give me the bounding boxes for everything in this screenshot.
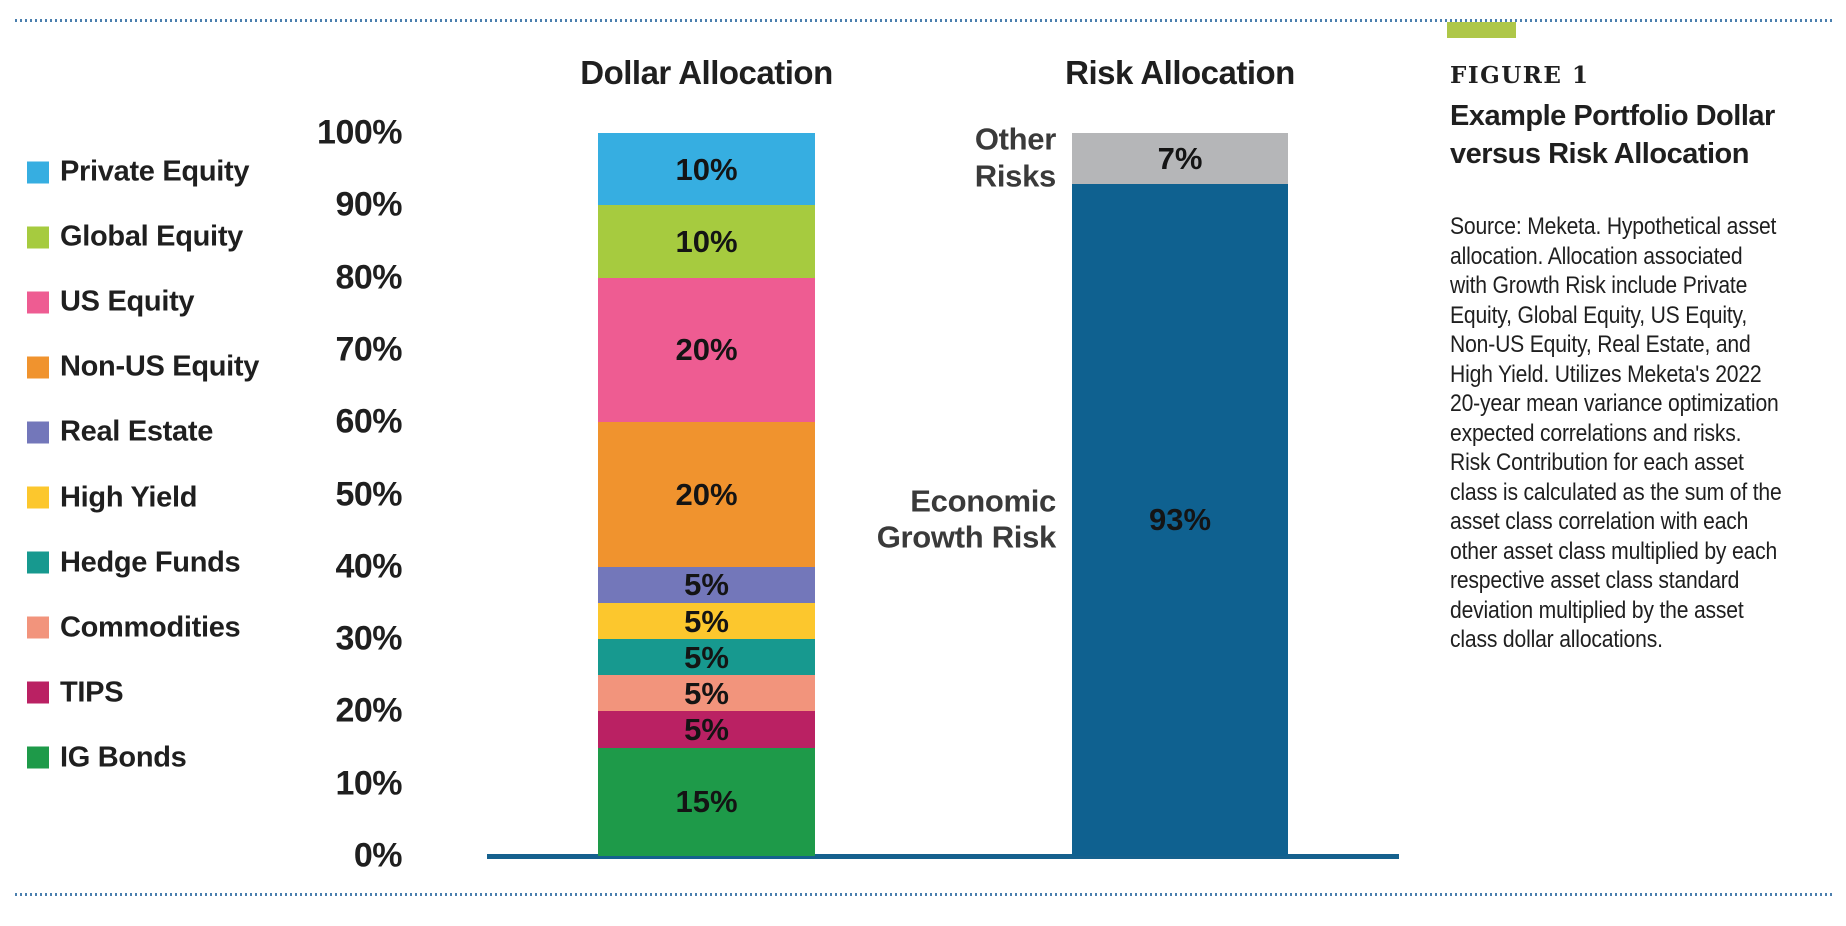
us-equity-swatch-icon (27, 291, 49, 314)
figure-accent-tab (1447, 22, 1516, 38)
legend-item-us-equity: US Equity (27, 285, 195, 319)
legend-item-ig-bonds: IG Bonds (27, 741, 187, 774)
bar-segment-global-equity: 10% (598, 205, 815, 278)
bar-segment-high-yield: 5% (598, 603, 815, 640)
real-estate-swatch-icon (27, 421, 49, 444)
legend-item-non-us-equity: Non-US Equity (27, 351, 259, 384)
bar-segment-other-risks: 7% (1072, 133, 1288, 184)
legend-item-high-yield: High Yield (27, 481, 197, 514)
y-axis-tick-30: 30% (335, 619, 402, 658)
segment-value-label-economic-growth-risk: 93% (1148, 502, 1212, 538)
segment-value-label-ig-bonds: 15% (675, 784, 738, 820)
bar-column-dollar-allocation: 15% 5% 5% 5% 5% 5% 20% 20% 10% 10% (598, 133, 815, 856)
y-axis-tick-20: 20% (335, 691, 402, 730)
y-axis-tick-40: 40% (335, 547, 402, 586)
segment-value-label-other-risks: 7% (1157, 140, 1203, 176)
legend-label: Real Estate (60, 415, 214, 448)
segment-value-label-private-equity: 10% (675, 151, 738, 187)
y-axis-tick-0: 0% (353, 836, 403, 875)
legend-item-global-equity: Global Equity (27, 221, 243, 254)
legend-label: IG Bonds (60, 741, 187, 774)
bar-segment-ig-bonds: 15% (598, 747, 815, 856)
private-equity-swatch-icon (27, 161, 49, 183)
segment-value-label-tips: 5% (684, 711, 729, 747)
y-axis-tick-80: 80% (335, 258, 402, 297)
segment-value-label-high-yield: 5% (684, 603, 729, 639)
legend-item-hedge-funds: Hedge Funds (27, 546, 241, 579)
legend-label: High Yield (60, 481, 198, 513)
y-axis-tick-70: 70% (335, 330, 402, 369)
legend-label: Commodities (60, 611, 241, 644)
legend-label: US Equity (60, 285, 195, 318)
side-label-other-risks: Other Risks (974, 122, 1057, 194)
figure-source-note: Source: Meketa. Hypothetical asset alloc… (1450, 213, 1782, 653)
legend-label: Private Equity (60, 155, 250, 188)
chart-title-risk-allocation: Risk Allocation (1065, 54, 1295, 91)
segment-value-label-commodities: 5% (684, 675, 729, 711)
ig-bonds-swatch-icon (27, 746, 49, 769)
segment-value-label-global-equity: 10% (675, 224, 738, 260)
tips-swatch-icon (27, 681, 49, 704)
x-axis-baseline (487, 854, 1399, 859)
y-axis-tick-50: 50% (335, 475, 402, 513)
segment-value-label-us-equity: 20% (675, 332, 738, 368)
bar-column-risk-allocation: 93% 7% (1072, 133, 1288, 856)
legend-label: Non-US Equity (60, 350, 260, 383)
legend-label: Hedge Funds (60, 546, 241, 579)
legend-item-private-equity: Private Equity (27, 155, 250, 189)
bar-segment-commodities: 5% (598, 675, 815, 712)
top-border-dotted-line (15, 19, 1832, 22)
bar-segment-non-us-equity: 20% (598, 422, 815, 567)
hedge-funds-swatch-icon (27, 551, 49, 574)
bar-segment-us-equity: 20% (598, 277, 815, 423)
legend-item-tips: TIPS (27, 676, 124, 709)
y-axis-tick-10: 10% (335, 764, 402, 803)
segment-value-label-real-estate: 5% (684, 567, 729, 603)
bar-segment-private-equity: 10% (598, 133, 815, 206)
y-axis-tick-100: 100% (317, 113, 402, 152)
bottom-border-dotted-line (15, 893, 1832, 896)
figure-number-label: FIGURE 1 (1450, 62, 1590, 89)
figure-title: Example Portfolio Dollar versus Risk All… (1450, 100, 1775, 170)
high-yield-swatch-icon (27, 486, 49, 509)
global-equity-swatch-icon (27, 226, 49, 249)
segment-value-label-hedge-funds: 5% (684, 639, 729, 675)
side-label-economic-growth-risk: Economic Growth Risk (876, 483, 1057, 555)
chart-title-dollar-allocation: Dollar Allocation (580, 54, 833, 91)
bar-segment-tips: 5% (598, 711, 815, 748)
y-axis-tick-90: 90% (335, 185, 402, 224)
commodities-swatch-icon (27, 616, 49, 639)
bar-segment-economic-growth-risk: 93% (1072, 183, 1288, 856)
legend-item-commodities: Commodities (27, 611, 241, 644)
segment-value-label-non-us-equity: 20% (675, 477, 738, 513)
y-axis-tick-60: 60% (335, 402, 402, 441)
bar-segment-real-estate: 5% (598, 566, 815, 603)
legend-label: Global Equity (60, 220, 244, 253)
legend-item-real-estate: Real Estate (27, 416, 213, 449)
bar-segment-hedge-funds: 5% (598, 639, 815, 676)
non-us-equity-swatch-icon (27, 356, 49, 379)
legend-label: TIPS (60, 676, 124, 709)
